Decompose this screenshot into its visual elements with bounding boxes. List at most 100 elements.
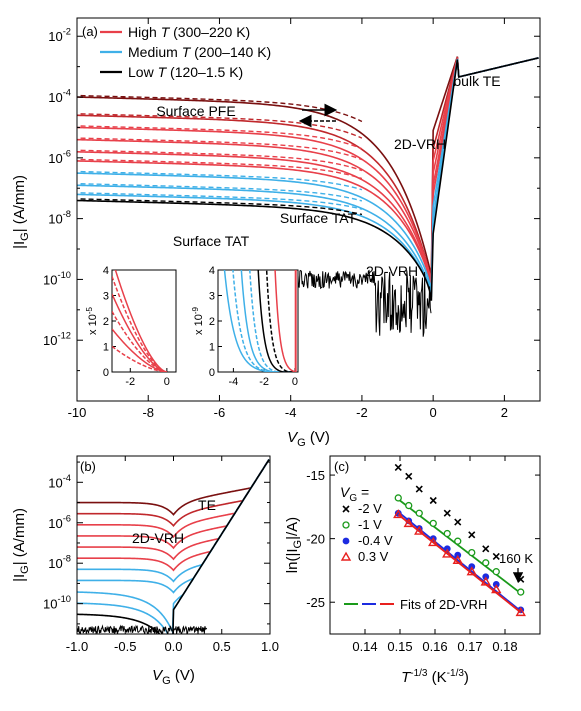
annotation-c: 160 K <box>499 551 533 566</box>
inset-curve <box>265 270 295 372</box>
curve-b-10 <box>77 459 270 634</box>
x-axis-label-b: VG (V) <box>152 667 195 687</box>
curve-a-dashed-9 <box>80 198 363 216</box>
curve-a-dashed-3 <box>80 137 363 161</box>
inset-curve <box>114 270 167 372</box>
marker-x <box>468 531 476 539</box>
marker-x <box>415 485 423 493</box>
marker-x <box>429 496 437 505</box>
marker-open-circle <box>517 588 525 596</box>
legend-entry-c: -2 V <box>358 501 382 516</box>
marker-x <box>454 518 462 526</box>
x-tick-label-a: 2 <box>501 405 508 420</box>
legend-title-c: VG = <box>340 484 369 504</box>
annotation-a-1: 2D-VRH <box>394 136 446 152</box>
marker-open-triangle <box>442 548 453 558</box>
marker-open-circle <box>342 521 350 529</box>
panel-b: -1.0 -0.5 0.0 0.5 1.0 10-4 10-6 10-8 10-10 VG (V)… <box>11 455 279 687</box>
curve-a-dashed-2 <box>80 125 363 150</box>
legend-entry-a: Medium T (200–140 K) <box>128 44 271 60</box>
y-tick-label-b: 10-6 <box>48 513 71 531</box>
panel-label-b: (b) <box>80 459 96 474</box>
annotation-a-0: Surface PFE <box>156 103 235 119</box>
x-tick-label-c: 0.18 <box>492 639 517 654</box>
x-tick-label-a: -6 <box>214 405 226 420</box>
marker-open-circle <box>405 501 413 510</box>
marker-open-triangle <box>491 584 502 594</box>
marker-open-circle <box>394 494 402 502</box>
inset-y-tick-label: 4 <box>209 265 215 277</box>
y-tick-label-b: 10-4 <box>48 473 71 491</box>
inset-y-tick-label: 3 <box>103 291 109 303</box>
y-tick-label-a: 10-2 <box>48 27 71 45</box>
x-tick-label-c: 0.17 <box>457 639 482 654</box>
marker-open-triangle <box>480 576 491 586</box>
x-tick-label-a: 0 <box>430 405 437 420</box>
curve-a-dashed-5 <box>80 158 363 180</box>
curve-a-9 <box>77 57 539 301</box>
series-c-3: 0.3 V <box>340 509 526 617</box>
inset-curve <box>112 328 167 372</box>
legend-entry-a: Low T (120–1.5 K) <box>128 64 243 80</box>
y-tick-label-a: 10-10 <box>43 270 71 288</box>
inset-x-tick-label: 0 <box>292 376 298 388</box>
panel-a-frame <box>76 17 541 402</box>
annotation-a-5: Surface TAT <box>173 233 250 249</box>
y-axis-label-c: ln(|IG|/A) <box>284 517 304 573</box>
marker-open-triangle <box>340 551 352 561</box>
y-tick-label-c: -25 <box>306 595 325 610</box>
inset-curve <box>112 311 167 372</box>
curve-b-0 <box>77 459 270 516</box>
x-tick-label-a: -2 <box>356 405 368 420</box>
marker-x <box>482 545 490 553</box>
y-tick-label-b: 10-10 <box>43 594 71 612</box>
inset-y-tick-label: 3 <box>209 291 215 303</box>
annotation-b-1: TE <box>198 497 216 513</box>
y-tick-label-c: -20 <box>306 532 325 547</box>
inset-y-label: x 10-5 <box>85 307 99 335</box>
curve-a-dashed-4 <box>80 149 363 172</box>
y-tick-label-a: 10-12 <box>43 331 71 349</box>
curve-a-8 <box>77 57 539 298</box>
x-tick-label-c: 0.16 <box>422 639 447 654</box>
inset-curve <box>112 345 167 372</box>
series-c-1: -1 V <box>342 494 525 596</box>
inset-x-tick-label: -2 <box>259 376 269 388</box>
marker-open-circle <box>492 568 500 576</box>
curve-b-noise <box>77 624 208 634</box>
panel-label-a: (a) <box>82 24 98 39</box>
inset-curve <box>240 270 295 372</box>
legend-entry-c: -0.4 V <box>358 533 393 548</box>
curve-a-2 <box>77 57 539 283</box>
marker-open-circle <box>482 559 490 567</box>
inset-curve <box>249 270 295 372</box>
marker-open-circle <box>468 548 476 557</box>
panel-c: 0.14 0.15 0.16 0.17 0.18 -25 -20 -15 T-1/3 (K-1/… <box>284 455 541 686</box>
x-tick-label-c: 0.15 <box>387 639 412 654</box>
marker-open-circle <box>454 537 462 545</box>
marker-x <box>394 463 402 472</box>
inset-x-tick-label: -4 <box>228 376 238 388</box>
marker-open-triangle <box>393 509 404 519</box>
curve-a-dashed-7 <box>80 183 363 202</box>
panel-b-curves <box>77 459 270 634</box>
marker-open-circle <box>443 529 451 538</box>
y-tick-label-a: 10-6 <box>48 148 71 166</box>
inset-curves <box>112 270 167 372</box>
marker-filled-circle <box>342 537 350 545</box>
inset-0: 0 1 2 3 4 -2 0 x 10-5 <box>85 265 177 388</box>
curve-b-6 <box>77 459 270 583</box>
x-tick-label-b: 1.0 <box>261 639 279 654</box>
x-tick-label-a: -10 <box>68 405 87 420</box>
annotation-a-4: 2D-VRH <box>366 263 418 279</box>
marker-open-circle <box>429 519 437 528</box>
x-tick-label-c: 0.14 <box>352 639 377 654</box>
fit-legend-label: Fits of 2D-VRH <box>400 597 487 612</box>
marker-open-triangle <box>515 606 526 617</box>
y-tick-label-a: 10-4 <box>48 88 71 106</box>
inset-y-tick-label: 2 <box>103 316 109 328</box>
inset-y-tick-label: 2 <box>209 316 215 328</box>
inset-curve <box>232 270 295 372</box>
